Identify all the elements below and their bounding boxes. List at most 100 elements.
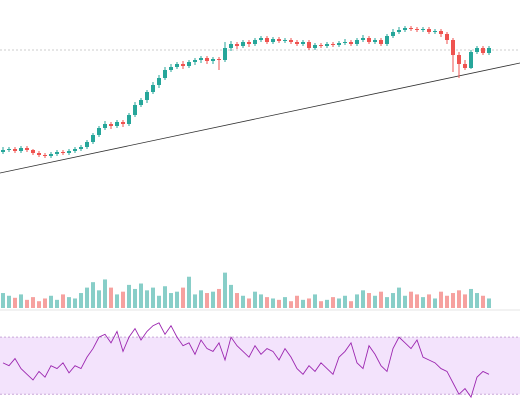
- volume-bar: [115, 294, 119, 308]
- candle-body: [73, 149, 77, 151]
- candle-body: [325, 44, 329, 46]
- volume-bar: [109, 287, 113, 308]
- volume-bar: [31, 297, 35, 308]
- candle-body: [439, 31, 443, 34]
- volume-bar: [55, 299, 59, 308]
- volume-bar: [229, 284, 233, 308]
- candle-body: [97, 128, 101, 135]
- volume-bar: [457, 290, 461, 308]
- candle-body: [163, 70, 167, 78]
- volume-bar: [157, 295, 161, 308]
- rsi-line: [2, 322, 490, 399]
- candle-body: [319, 45, 323, 46]
- volume-bar: [415, 294, 419, 308]
- volume-bar: [223, 272, 227, 308]
- volume-bar: [481, 295, 485, 308]
- volume-bar: [73, 298, 77, 308]
- candle-body: [145, 92, 149, 100]
- candle-body: [331, 44, 335, 45]
- candle-body: [157, 78, 161, 85]
- volume-bar: [169, 293, 173, 308]
- candle-body: [235, 44, 239, 46]
- candle-body: [37, 153, 41, 155]
- volume-bar: [319, 301, 323, 308]
- candle-body: [307, 42, 311, 48]
- volume-bar: [103, 279, 107, 308]
- candle-body: [19, 148, 23, 151]
- volume-bar: [175, 291, 179, 308]
- candle-body: [121, 122, 125, 124]
- volume-bar: [37, 301, 41, 308]
- candle-body: [481, 48, 485, 53]
- candle-body: [127, 115, 131, 124]
- volume-bar: [259, 294, 263, 308]
- candle-body: [367, 38, 371, 42]
- volume-bar: [85, 287, 89, 308]
- candle-body: [421, 29, 425, 30]
- volume-bar: [193, 294, 197, 308]
- volume-bar: [133, 288, 137, 308]
- candle-body: [181, 64, 185, 66]
- candle-body: [361, 38, 365, 40]
- candle-body: [301, 42, 305, 44]
- candle-body: [199, 58, 203, 60]
- volume-bar: [301, 299, 305, 308]
- trend-line: [0, 62, 520, 174]
- volume-bar: [343, 295, 347, 308]
- volume-bar: [163, 286, 167, 308]
- candle-body: [247, 42, 251, 44]
- candle-body: [205, 58, 209, 61]
- volume-bar: [337, 298, 341, 308]
- candle-body: [259, 38, 263, 40]
- candle-body: [469, 52, 473, 68]
- candle-body: [253, 40, 257, 44]
- candle-body: [271, 39, 275, 42]
- volume-bar: [295, 295, 299, 308]
- candle-body: [103, 124, 107, 128]
- volume-bar: [61, 294, 65, 308]
- candle-body: [91, 135, 95, 142]
- volume-bar: [181, 287, 185, 308]
- volume-bar: [325, 299, 329, 308]
- volume-bar: [235, 293, 239, 308]
- candle-body: [337, 43, 341, 45]
- candle-body: [193, 60, 197, 62]
- volume-bar: [379, 291, 383, 308]
- volume-bar: [253, 291, 257, 308]
- volume-bar: [439, 291, 443, 308]
- candle-body: [25, 148, 29, 150]
- volume-bar: [241, 295, 245, 308]
- volume-bar: [7, 295, 11, 308]
- candle-body: [451, 40, 455, 55]
- volume-bar: [307, 298, 311, 308]
- volume-bar: [403, 295, 407, 308]
- volume-bar: [463, 294, 467, 308]
- candle-body: [487, 48, 491, 53]
- candle-body: [265, 38, 269, 42]
- candle-body: [139, 100, 143, 105]
- volume-bar: [25, 299, 29, 308]
- volume-bar: [217, 288, 221, 308]
- candle-body: [409, 28, 413, 29]
- volume-bar: [331, 297, 335, 308]
- volume-bar: [19, 294, 23, 308]
- candle-body: [31, 150, 35, 153]
- volume-bar: [13, 297, 17, 308]
- candle-body: [289, 40, 293, 42]
- volume-bar: [277, 299, 281, 308]
- volume-bar: [211, 291, 215, 308]
- volume-bar: [421, 297, 425, 308]
- volume-bar: [487, 298, 491, 308]
- volume-bar: [271, 298, 275, 308]
- candle-body: [355, 40, 359, 44]
- volume-bar: [475, 293, 479, 308]
- candle-body: [85, 142, 89, 147]
- volume-bar: [145, 290, 149, 308]
- volume-bar: [391, 293, 395, 308]
- candle-body: [1, 150, 5, 152]
- volume-bar: [79, 293, 83, 308]
- candle-body: [7, 149, 11, 150]
- candle-body: [277, 39, 281, 41]
- candle-body: [457, 55, 461, 64]
